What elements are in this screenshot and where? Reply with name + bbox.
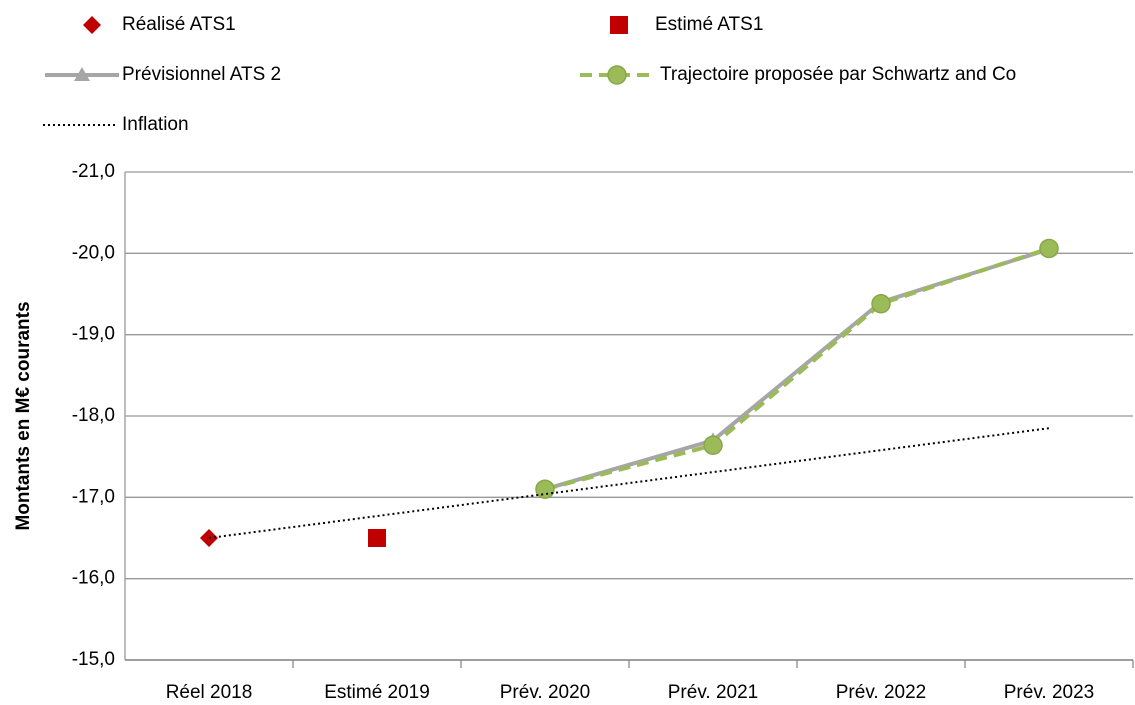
x-tick-label: Prév. 2023 (1004, 682, 1094, 703)
series-marker (1039, 238, 1059, 259)
x-tick-label: Prév. 2020 (500, 682, 590, 703)
legend-label: Réalisé ATS1 (122, 14, 236, 35)
legend-marker (610, 16, 628, 34)
series-line (208, 427, 1050, 539)
x-tick-label: Réel 2018 (166, 682, 253, 703)
y-tick-label: -19,0 (72, 324, 115, 345)
series-marker (535, 479, 555, 499)
legend-marker (74, 67, 90, 81)
series-line (544, 247, 1050, 492)
y-tick-label: -17,0 (72, 486, 115, 507)
legend-label: Trajectoire proposée par Schwartz and Co (660, 64, 1016, 85)
series-marker (871, 294, 891, 314)
x-tick-label: Estimé 2019 (324, 682, 430, 703)
y-axis-title: Montants en M€ courants (13, 301, 34, 530)
series-marker (703, 435, 723, 456)
legend-label: Prévisionnel ATS 2 (122, 64, 281, 85)
y-tick-label: -15,0 (72, 649, 115, 670)
legend-label: Inflation (122, 114, 189, 135)
legend-marker (83, 16, 101, 34)
x-tick-label: Prév. 2021 (668, 682, 758, 703)
series-marker (368, 529, 386, 547)
legend-marker (607, 65, 627, 85)
y-tick-label: -18,0 (72, 405, 115, 426)
series-line (544, 246, 1050, 492)
x-tick-label: Prév. 2022 (836, 682, 926, 703)
y-tick-label: -21,0 (72, 161, 115, 182)
legend-label: Estimé ATS1 (655, 14, 763, 35)
y-tick-label: -20,0 (72, 242, 115, 263)
y-tick-label: -16,0 (72, 568, 115, 589)
